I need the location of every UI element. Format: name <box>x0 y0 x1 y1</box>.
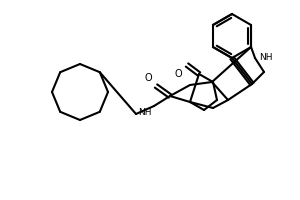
Text: NH: NH <box>139 108 152 117</box>
Text: O: O <box>144 73 152 83</box>
Text: NH: NH <box>259 52 272 62</box>
Text: O: O <box>174 69 182 79</box>
